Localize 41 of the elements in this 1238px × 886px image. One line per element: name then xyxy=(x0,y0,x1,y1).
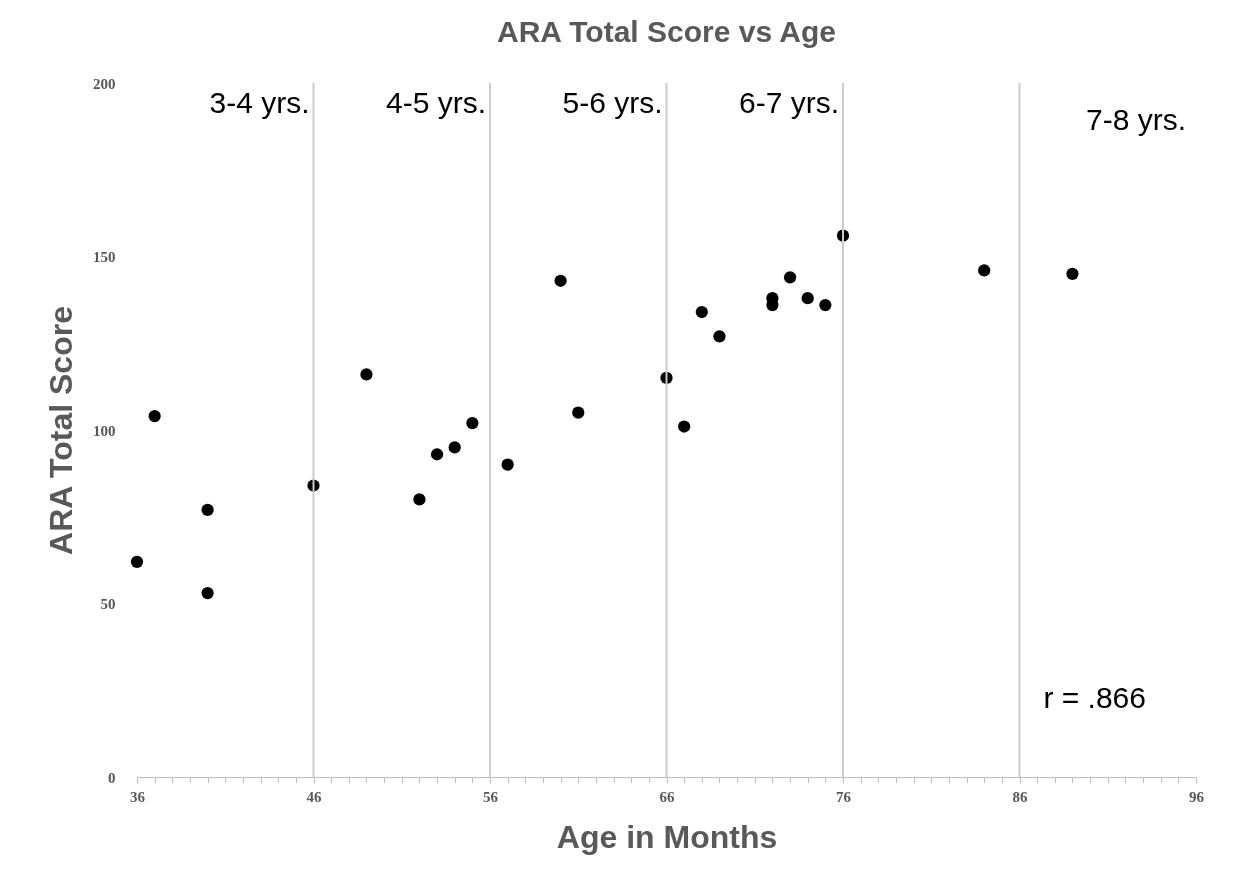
point xyxy=(148,410,161,423)
x-tick-label: 56 xyxy=(483,788,499,805)
annotation: 4-5 yrs. xyxy=(385,86,486,119)
point xyxy=(413,493,426,506)
point xyxy=(678,420,691,433)
y-tick-label: 100 xyxy=(93,422,116,439)
point xyxy=(501,458,514,471)
point xyxy=(448,441,461,454)
x-tick-label: 86 xyxy=(1012,788,1028,805)
point xyxy=(466,416,479,430)
point xyxy=(130,555,144,568)
annotation: 7-8 yrs. xyxy=(1085,103,1186,136)
y-axis-title: ARA Total Score xyxy=(43,306,79,555)
y-tick-label: 0 xyxy=(108,769,116,786)
x-tick-label: 96 xyxy=(1189,788,1205,805)
chart-title: ARA Total Score vs Age xyxy=(497,15,836,48)
point xyxy=(801,292,814,305)
annotation: 6-7 yrs. xyxy=(738,86,839,119)
point xyxy=(430,448,444,461)
x-tick-label: 46 xyxy=(306,788,322,805)
point xyxy=(1066,267,1079,280)
annotation: 5-6 yrs. xyxy=(562,86,663,119)
y-tick-label: 150 xyxy=(93,249,116,265)
annotation: 3-4 yrs. xyxy=(209,86,310,119)
point xyxy=(360,368,373,381)
point xyxy=(201,586,214,600)
point xyxy=(201,503,214,516)
point xyxy=(572,406,585,419)
point xyxy=(713,330,726,343)
point xyxy=(819,298,832,312)
point xyxy=(783,271,797,284)
x-tick-label: 66 xyxy=(659,788,675,805)
point xyxy=(695,305,708,319)
y-tick-label: 200 xyxy=(93,75,116,92)
annotation: r = .866 xyxy=(1043,681,1146,714)
point xyxy=(978,264,991,277)
x-tick-label: 76 xyxy=(836,788,852,805)
x-axis-title: Age in Months xyxy=(556,818,778,855)
x-tick-label: 36 xyxy=(130,788,146,805)
y-tick-label: 50 xyxy=(100,596,116,612)
point xyxy=(554,274,567,287)
